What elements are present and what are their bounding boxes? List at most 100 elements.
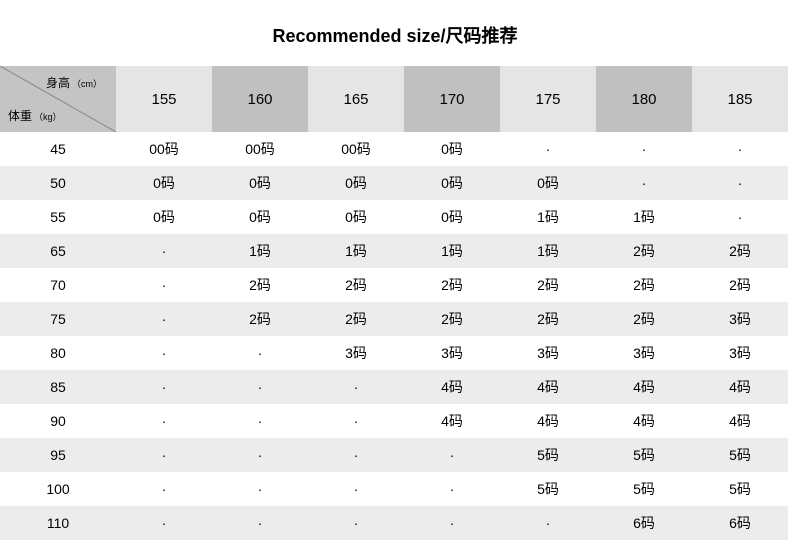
size-cell: 0码	[308, 200, 404, 234]
page-title: Recommended size/尺码推荐	[0, 0, 790, 66]
col-header: 175	[500, 66, 596, 132]
size-cell: ·	[500, 506, 596, 540]
size-cell: 00码	[212, 132, 308, 166]
size-cell: 2码	[692, 234, 788, 268]
size-cell: 2码	[308, 268, 404, 302]
size-cell: 4码	[500, 404, 596, 438]
row-header: 110	[0, 506, 116, 540]
size-cell: 5码	[692, 472, 788, 506]
row-header: 100	[0, 472, 116, 506]
size-cell: 0码	[404, 200, 500, 234]
size-cell: 1码	[212, 234, 308, 268]
size-cell: 2码	[404, 302, 500, 336]
row-header: 65	[0, 234, 116, 268]
size-table: 身高（cm） 体重（kg） 155 160 165 170 175 180 18…	[0, 66, 790, 540]
col-header: 180	[596, 66, 692, 132]
size-cell: 2码	[404, 268, 500, 302]
size-cell: ·	[116, 268, 212, 302]
size-cell: ·	[308, 506, 404, 540]
size-cell: ·	[212, 370, 308, 404]
size-cell: 3码	[692, 302, 788, 336]
size-cell: 0码	[116, 166, 212, 200]
size-cell: ·	[212, 506, 308, 540]
weight-axis-label: 体重（kg）	[8, 107, 62, 124]
size-cell: ·	[116, 234, 212, 268]
size-cell: ·	[116, 302, 212, 336]
size-cell: 3码	[596, 336, 692, 370]
size-cell: 1码	[308, 234, 404, 268]
row-header: 85	[0, 370, 116, 404]
size-cell: ·	[212, 404, 308, 438]
size-cell: 5码	[692, 438, 788, 472]
row-header: 75	[0, 302, 116, 336]
size-cell: 3码	[308, 336, 404, 370]
col-header: 170	[404, 66, 500, 132]
size-cell: ·	[308, 404, 404, 438]
row-header: 70	[0, 268, 116, 302]
size-cell: ·	[116, 370, 212, 404]
size-cell: 3码	[404, 336, 500, 370]
size-cell: ·	[692, 132, 788, 166]
size-cell: 5码	[500, 438, 596, 472]
size-cell: ·	[500, 132, 596, 166]
size-cell: ·	[404, 472, 500, 506]
size-cell: 2码	[596, 268, 692, 302]
size-cell: 00码	[308, 132, 404, 166]
size-cell: 2码	[500, 268, 596, 302]
size-cell: ·	[308, 438, 404, 472]
size-cell: 4码	[596, 370, 692, 404]
size-cell: 6码	[596, 506, 692, 540]
size-cell: 0码	[404, 132, 500, 166]
size-cell: 3码	[692, 336, 788, 370]
row-header: 90	[0, 404, 116, 438]
size-cell: 1码	[500, 234, 596, 268]
size-cell: ·	[692, 200, 788, 234]
size-cell: 0码	[116, 200, 212, 234]
size-cell: 2码	[692, 268, 788, 302]
size-cell: 4码	[404, 404, 500, 438]
size-cell: 4码	[500, 370, 596, 404]
size-cell: 2码	[212, 302, 308, 336]
row-header: 45	[0, 132, 116, 166]
size-cell: ·	[212, 336, 308, 370]
col-header: 160	[212, 66, 308, 132]
size-cell: 2码	[596, 302, 692, 336]
size-cell: 4码	[692, 404, 788, 438]
size-cell: 5码	[500, 472, 596, 506]
size-cell: ·	[596, 166, 692, 200]
header-diagonal-cell: 身高（cm） 体重（kg）	[0, 66, 116, 132]
size-cell: 2码	[308, 302, 404, 336]
size-cell: 0码	[404, 166, 500, 200]
size-cell: 4码	[596, 404, 692, 438]
size-cell: ·	[404, 506, 500, 540]
col-header: 155	[116, 66, 212, 132]
size-cell: 0码	[308, 166, 404, 200]
size-cell: 0码	[212, 166, 308, 200]
size-cell: 5码	[596, 472, 692, 506]
size-cell: ·	[116, 506, 212, 540]
size-cell: 1码	[596, 200, 692, 234]
height-axis-label: 身高（cm）	[46, 74, 102, 91]
row-header: 50	[0, 166, 116, 200]
size-cell: 2码	[500, 302, 596, 336]
size-cell: ·	[116, 472, 212, 506]
size-cell: ·	[596, 132, 692, 166]
col-header: 165	[308, 66, 404, 132]
col-header: 185	[692, 66, 788, 132]
size-cell: ·	[212, 438, 308, 472]
row-header: 55	[0, 200, 116, 234]
size-cell: ·	[308, 370, 404, 404]
size-cell: 2码	[596, 234, 692, 268]
size-cell: ·	[116, 438, 212, 472]
size-cell: 0码	[500, 166, 596, 200]
size-cell: 6码	[692, 506, 788, 540]
size-cell: 0码	[212, 200, 308, 234]
size-cell: ·	[308, 472, 404, 506]
size-cell: 00码	[116, 132, 212, 166]
size-cell: 4码	[404, 370, 500, 404]
size-cell: ·	[116, 336, 212, 370]
size-cell: 1码	[500, 200, 596, 234]
size-cell: ·	[212, 472, 308, 506]
size-cell: 1码	[404, 234, 500, 268]
size-cell: ·	[404, 438, 500, 472]
